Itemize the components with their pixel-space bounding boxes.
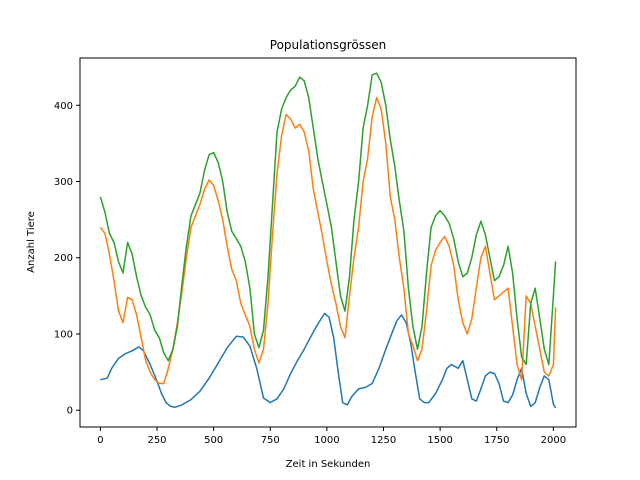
- series-line-2: [99, 96, 557, 385]
- y-axis-label: Anzahl Tiere: [26, 211, 37, 273]
- x-tick-label: 1750: [484, 435, 509, 446]
- series-line-3: [99, 72, 557, 366]
- x-tick-label: 0: [97, 435, 103, 446]
- x-tick-label: 1250: [371, 435, 396, 446]
- x-tick-label: 2000: [541, 435, 566, 446]
- plot-frame: [79, 57, 577, 428]
- x-axis-label: Zeit in Sekunden: [286, 459, 371, 470]
- y-tick-label: 300: [54, 177, 73, 188]
- y-axis: 0 100 200 300 400: [54, 101, 80, 417]
- x-tick-label: 1500: [427, 435, 452, 446]
- y-tick-label: 400: [54, 101, 73, 112]
- y-tick-label: 200: [54, 253, 73, 264]
- chart-title: Populationsgrössen: [270, 38, 386, 52]
- x-tick-label: 250: [147, 435, 166, 446]
- series-line-1: [100, 312, 557, 409]
- x-axis: 0 250 500 750 1000 1250 1500 1750 2000: [97, 427, 566, 446]
- y-tick-label: 100: [54, 329, 73, 340]
- x-tick-label: 1000: [314, 435, 339, 446]
- y-tick-label: 0: [67, 406, 73, 417]
- x-tick-label: 500: [204, 435, 223, 446]
- plot-area: [99, 72, 557, 409]
- x-tick-label: 750: [261, 435, 280, 446]
